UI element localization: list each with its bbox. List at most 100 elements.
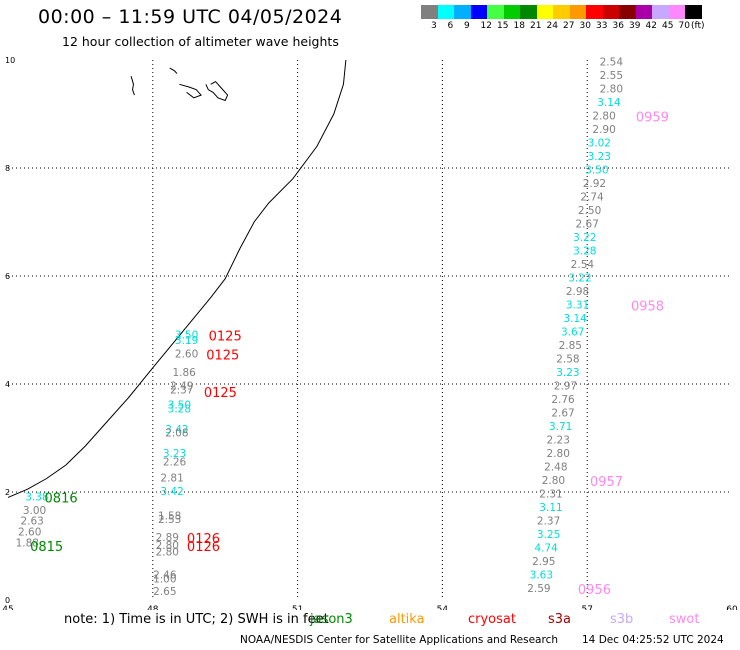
wave-height-value: 2.74 (580, 192, 604, 204)
satellite-legend-s3a: s3a (548, 612, 572, 627)
island-outline (169, 67, 178, 74)
color-scale-label: 42 (645, 21, 657, 31)
x-tick-label: 45 (2, 605, 13, 610)
color-swatch (652, 5, 669, 19)
color-scale-bar (421, 5, 702, 19)
axis-tick-labels: 45 48 51 54 57 60 0 2 4 6 8 10 (2, 56, 738, 610)
wave-height-value: 2.80 (547, 448, 570, 460)
x-tick-label: 57 (581, 605, 592, 610)
color-swatch (437, 5, 454, 19)
wave-height-value: 1.58 (158, 510, 181, 522)
color-swatch (586, 5, 603, 19)
color-swatch (635, 5, 652, 19)
color-scale-label: 27 (563, 21, 575, 31)
y-tick-label: 2 (5, 488, 10, 497)
color-scale-label: 70 (678, 21, 690, 31)
wave-height-value: 3.42 (160, 486, 183, 498)
wave-height-value: 3.14 (563, 313, 587, 325)
y-tick-label: 10 (5, 56, 15, 65)
wave-height-value: 2.50 (578, 205, 601, 217)
color-swatch (487, 5, 504, 19)
wave-height-value: 3.23 (163, 448, 186, 460)
island-outline (205, 80, 229, 102)
x-tick-label: 48 (147, 605, 159, 610)
color-scale-label: 39 (629, 21, 641, 31)
island-outline (130, 76, 135, 96)
wave-height-value: 2.65 (153, 586, 176, 598)
wave-height-value: 3.28 (573, 246, 596, 258)
chart-subtitle: 12 hour collection of altimeter wave hei… (62, 34, 339, 49)
pass-time-label: 0958 (631, 300, 664, 315)
wave-height-value: 3.63 (530, 570, 553, 582)
wave-height-value: 2.37 (537, 516, 560, 528)
wave-height-value: 3.42 (165, 424, 188, 436)
color-swatch (520, 5, 537, 19)
wave-height-value: 3.02 (588, 138, 611, 150)
wave-height-value: 3.50 (585, 165, 608, 177)
wave-height-value: 2.80 (592, 111, 615, 123)
wave-height-values: 2.542.552.803.142.802.903.023.233.502.92… (16, 57, 624, 598)
wave-height-value: 2.98 (566, 286, 589, 298)
color-swatch (619, 5, 636, 19)
pass-time-label: 0125 (209, 329, 242, 344)
wave-height-value: 2.67 (576, 219, 599, 231)
color-scale-label: 18 (513, 21, 525, 31)
color-swatch (569, 5, 586, 19)
x-tick-label: 60 (726, 605, 738, 610)
wave-height-value: 3.31 (566, 300, 589, 312)
color-swatch (668, 5, 685, 19)
x-tick-label: 54 (437, 605, 449, 610)
color-scale-label: 9 (464, 21, 470, 31)
color-scale-label: (ft) (691, 21, 705, 31)
satellite-legend-altika: altika (389, 612, 425, 627)
color-scale-label: 15 (497, 21, 509, 31)
wave-height-value: 2.63 (20, 516, 43, 528)
wave-height-value: 2.85 (559, 340, 582, 352)
wave-height-value: 3.38 (25, 491, 48, 503)
island-outline (179, 83, 202, 99)
wave-height-value: 3.50 (168, 400, 191, 412)
wave-height-value: 3.23 (556, 367, 579, 379)
wave-height-value: 3.67 (561, 327, 584, 339)
satellite-legend-s3b: s3b (610, 612, 634, 627)
wave-height-value: 3.19 (175, 335, 198, 347)
wave-height-value: 3.14 (597, 97, 621, 109)
wave-height-value: 2.67 (551, 408, 574, 420)
y-tick-label: 0 (5, 596, 10, 605)
pass-time-label: 0957 (590, 475, 623, 490)
wave-height-value: 2.49 (170, 381, 193, 393)
wave-height-value: 3.23 (588, 151, 611, 163)
color-swatch (602, 5, 619, 19)
wave-height-value: 2.54 (600, 57, 624, 69)
wave-height-value: 2.97 (554, 381, 577, 393)
wave-height-value: 2.80 (156, 540, 179, 552)
wave-height-value: 2.76 (551, 394, 575, 406)
wave-height-value: 2.80 (156, 546, 179, 558)
coastline-path (7, 59, 347, 498)
pass-time-label: 0126 (187, 532, 220, 547)
pass-time-label: 0125 (204, 386, 237, 401)
wave-height-value: 2.46 (153, 570, 177, 582)
wave-height-value: 3.22 (573, 232, 596, 244)
wave-height-value: 2.55 (600, 70, 623, 82)
color-scale-label: 3 (431, 21, 437, 31)
satellite-legend-cryosat: cryosat (468, 612, 516, 627)
timestamp-text: 14 Dec 04:25:52 UTC 2024 (582, 634, 724, 646)
wave-height-value: 4.74 (534, 543, 558, 555)
color-scale-label: 45 (662, 21, 674, 31)
color-scale-label: 24 (546, 21, 558, 31)
wave-height-value: 2.48 (544, 462, 567, 474)
credit-text: NOAA/NESDIS Center for Satellite Applica… (240, 634, 558, 646)
color-scale-label: 30 (579, 21, 591, 31)
wave-height-value: 2.26 (163, 456, 187, 468)
wave-height-value: 1.86 (172, 367, 196, 379)
color-scale-label: 33 (596, 21, 608, 31)
wave-height-value: 2.54 (571, 259, 595, 271)
wave-height-value: 3.25 (537, 529, 560, 541)
pass-time-label: 0816 (45, 491, 78, 506)
y-tick-label: 4 (5, 380, 10, 389)
wave-height-value: 2.23 (547, 435, 570, 447)
wave-height-value: 3.00 (23, 505, 46, 517)
